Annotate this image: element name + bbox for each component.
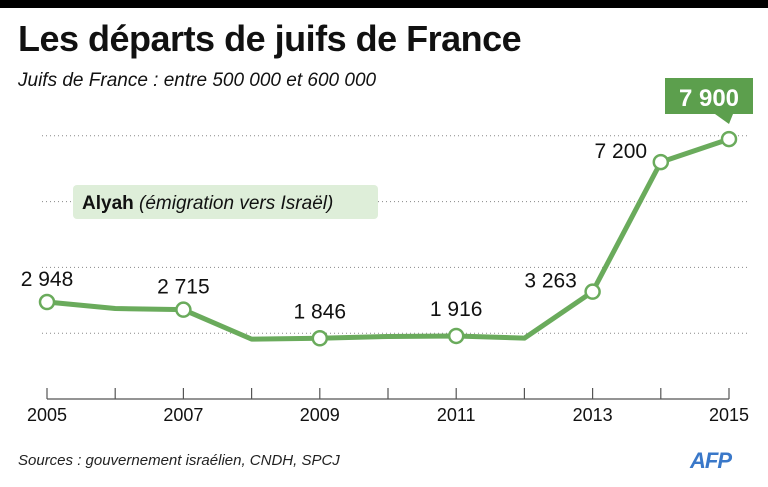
x-tick-label: 2011 xyxy=(437,405,476,425)
afp-logo: AFP xyxy=(690,448,732,473)
legend-label: Alyah (émigration vers Israël) xyxy=(82,193,333,214)
data-point xyxy=(720,130,738,148)
x-tick-label: 2007 xyxy=(163,405,203,425)
data-label: 7 200 xyxy=(595,140,648,163)
data-point xyxy=(175,301,192,318)
data-label: 2 715 xyxy=(157,276,210,299)
data-label: 1 846 xyxy=(294,300,347,323)
data-point xyxy=(447,327,465,345)
x-tick-label: 2005 xyxy=(27,405,67,425)
source-note: Sources : gouvernement israélien, CNDH, … xyxy=(18,452,340,469)
highlight-label-pointer xyxy=(715,114,733,124)
x-tick-label: 2013 xyxy=(573,405,613,425)
data-label: 1 916 xyxy=(430,298,483,321)
series-line xyxy=(46,136,730,342)
x-tick-label: 2015 xyxy=(709,405,749,425)
top-bar xyxy=(0,0,768,8)
data-point xyxy=(311,330,329,347)
data-label: 7 900 xyxy=(679,85,739,112)
chart-subtitle: Juifs de France : entre 500 000 et 600 0… xyxy=(18,70,377,91)
legend-box xyxy=(73,185,378,219)
chart-title: Les départs de juifs de France xyxy=(18,18,522,59)
data-point xyxy=(38,293,56,311)
data-label: 3 263 xyxy=(524,270,577,293)
data-point xyxy=(584,283,601,300)
data-label: 2 948 xyxy=(21,268,74,291)
x-tick-label: 2009 xyxy=(300,405,340,425)
highlight-label-box xyxy=(665,78,753,114)
data-point xyxy=(652,153,670,171)
